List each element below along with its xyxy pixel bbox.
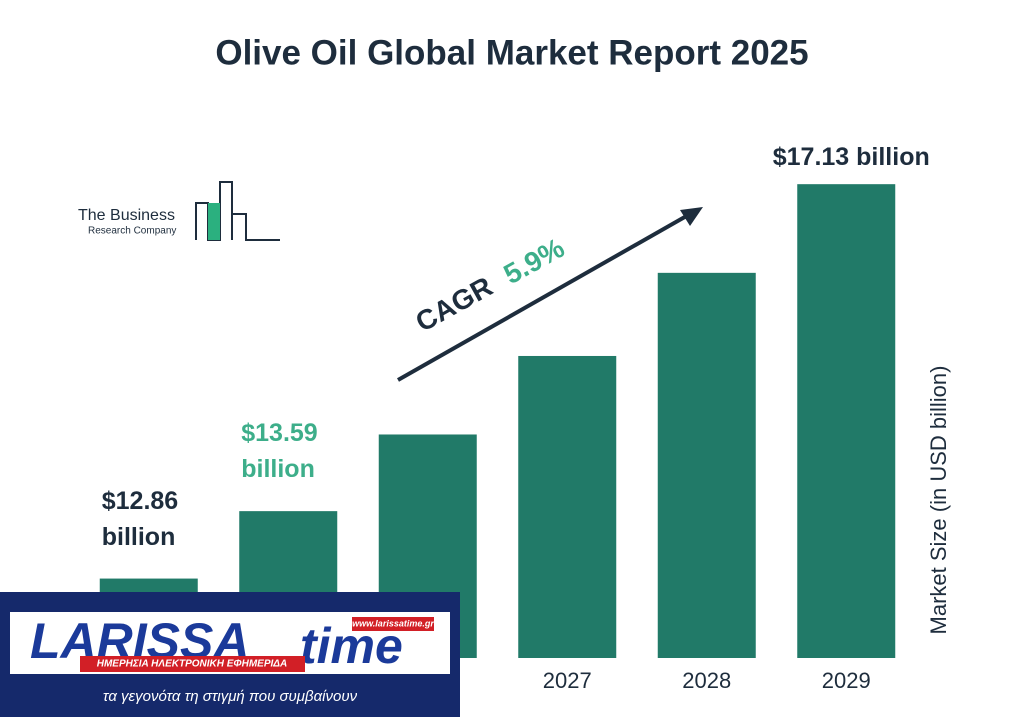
- logo-text: Research Company: [88, 226, 176, 237]
- value-label: $17.13 billion: [772, 143, 930, 172]
- url-bg: [352, 617, 434, 631]
- cagr-value: 5.9%: [499, 232, 570, 290]
- newspaper-banner: LARISSA time www.larissatime.gr ΗΜΕΡΗΣΙΑ…: [0, 592, 460, 717]
- cagr-annotation: CAGR 5.9%: [397, 207, 703, 382]
- value-label: $13.59 billion: [241, 419, 318, 484]
- x-tick-label: 2029: [822, 668, 871, 693]
- x-tick-label: 2028: [682, 668, 731, 693]
- tagline-bg: [80, 656, 305, 672]
- tagline: ΗΜΕΡΗΣΙΑ ΗΛΕΚΤΡΟΝΙΚΗ ΕΦΗΜΕΡΙΔΑ: [97, 659, 287, 670]
- y-axis-label: Market Size (in USD billion): [926, 366, 951, 635]
- x-tick-label: 2027: [543, 668, 592, 693]
- logo-text: The Business: [78, 207, 175, 224]
- chart-title: Olive Oil Global Market Report 2025: [215, 33, 808, 72]
- cagr-arrow: [680, 207, 703, 226]
- logo: The Business Research Company: [78, 181, 280, 241]
- value-label: $12.86 billion: [101, 486, 179, 551]
- cagr-arrow: [397, 212, 691, 382]
- bar: [797, 184, 896, 658]
- logo-icon: [195, 181, 280, 241]
- bars: 2027 2028 2029: [99, 184, 896, 693]
- slogan: τα γεγονότα τη στιγμή που συμβαίνουν: [103, 688, 358, 705]
- cagr-label: CAGR: [410, 271, 497, 338]
- bar: [518, 355, 617, 658]
- url: www.larissatime.gr: [352, 618, 434, 628]
- bar: [657, 272, 756, 658]
- logo-icon: [208, 203, 220, 240]
